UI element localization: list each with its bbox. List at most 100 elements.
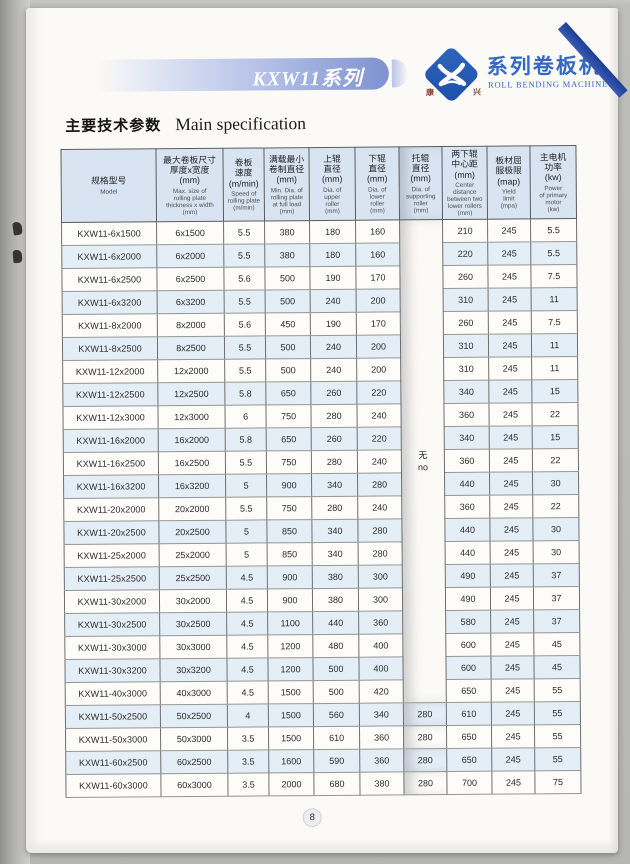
table-cell: 180 [309,220,356,244]
model-cell: KXW11-20x2000 [63,498,159,522]
table-cell: 60x3000 [160,773,229,798]
table-cell: 1200 [267,657,314,682]
table-cell: 310 [443,357,489,381]
series-banner: KXW11系列 [96,57,389,92]
table-cell: 5.5 [223,221,265,245]
table-cell: 15 [531,379,578,404]
table-cell: 7.5 [530,264,578,289]
table-cell: 340 [444,426,490,450]
table-cell: 500 [265,289,311,314]
table-cell: 650 [446,748,492,772]
table-cell: 610 [313,726,360,750]
table-cell: 160 [355,220,400,244]
table-cell: 1100 [267,611,313,636]
table-cell: 750 [265,404,312,429]
table-cell: 200 [356,358,401,382]
table-cell: 55 [534,678,581,703]
table-cell: 170 [355,266,401,290]
page-number: 8 [302,808,322,828]
model-cell: KXW11-16x2000 [63,429,159,453]
table-cell: 360 [359,749,404,773]
table-cell: 360 [359,726,404,750]
column-header: 主电机 功率 (kw) Power of primary motor (kw) [529,145,577,220]
table-cell: 280 [403,702,447,727]
table-cell: 30x2500 [159,612,227,637]
table-cell: 45 [533,632,580,657]
table-cell: 30x3000 [159,635,227,660]
table-cell: 37 [533,586,580,611]
table-cell: 16x2000 [158,428,226,453]
table-cell: 280 [403,748,447,773]
table-cell: 2000 [268,772,315,797]
table-cell: 60x2500 [160,750,228,775]
table-cell: 245 [488,334,532,358]
table-cell: 5.5 [224,359,266,383]
table-cell: 600 [445,656,492,680]
section-title-chinese: 主要技术参数 [65,117,162,136]
table-cell: 25x2000 [159,543,227,568]
table-cell: 245 [488,311,532,335]
table-cell: 5.5 [225,497,267,521]
section-title-english: Main specification [175,113,307,135]
table-cell: 11 [531,356,578,381]
table-cell: 160 [355,243,400,267]
table-cell: 30 [532,517,580,542]
company-logo: 康 兴 系列卷板机 ROLL BENDING MACHINE [422,45,608,105]
column-header: 两下辊 中心距 (mm) Center distance between two … [441,146,488,220]
model-cell: KXW11-30x3200 [64,659,161,683]
table-cell: 6 [224,405,267,429]
model-cell: KXW11-30x2000 [64,590,160,614]
table-cell: 170 [356,312,401,336]
table-cell: 280 [403,771,448,796]
table-cell: 1500 [268,726,314,751]
table-cell: 5.5 [223,244,265,268]
table-cell: 450 [265,312,311,337]
table-cell: 245 [487,242,531,266]
column-header: 下辊 直径 (mm) Dia. of lower roller (mm) [354,146,400,221]
model-cell: KXW11-40x3000 [65,682,161,706]
table-cell: 280 [311,496,358,520]
table-cell: 490 [445,587,491,611]
table-cell: 245 [490,633,534,657]
table-cell: 245 [491,725,535,749]
model-cell: KXW11-8x2500 [62,337,158,361]
table-cell: 680 [313,772,361,796]
table-cell: 1600 [268,749,314,774]
table-cell: 50x3000 [160,727,228,752]
table-cell: 900 [267,588,313,613]
table-cell: 12x2500 [157,382,225,407]
column-header: 卷板 速度 (m/min) Speed of rolling plate (m/m… [222,147,265,222]
table-cell: 55 [534,724,581,749]
series-banner-tail [391,59,408,88]
table-cell: 245 [489,518,534,542]
table-cell: 22 [532,448,579,473]
table-cell: 750 [266,450,312,475]
table-cell: 380 [264,243,310,268]
table-cell: 500 [264,266,311,291]
table-cell: 260 [443,311,489,335]
table-cell: 16x2500 [158,451,226,476]
table-cell: 580 [445,610,491,634]
table-cell: 380 [264,220,310,245]
table-cell: 380 [359,772,405,796]
table-cell: 180 [309,243,356,267]
table-cell: 245 [489,495,533,519]
table-cell: 240 [356,404,402,428]
table-cell: 240 [310,335,357,359]
page-content: KXW11系列 康 兴 系列卷板机 ROLL BENDING MACHINE 主… [22,6,621,856]
table-cell: 245 [491,679,535,703]
model-cell: KXW11-60x3000 [65,774,162,798]
supporting-roller-none-cell: 无 no [399,219,447,704]
table-cell: 480 [312,634,359,658]
table-cell: 340 [443,380,489,404]
table-cell: 6x2000 [156,244,224,269]
table-cell: 380 [312,565,359,589]
table-cell: 20x2500 [158,520,227,545]
table-cell: 3.5 [227,750,269,774]
binding-mark [12,249,23,264]
table-cell: 190 [309,266,357,290]
table-cell: 5.5 [224,336,266,360]
table-cell: 340 [312,542,359,566]
table-cell: 6x1500 [156,221,224,246]
table-cell: 55 [534,747,581,772]
